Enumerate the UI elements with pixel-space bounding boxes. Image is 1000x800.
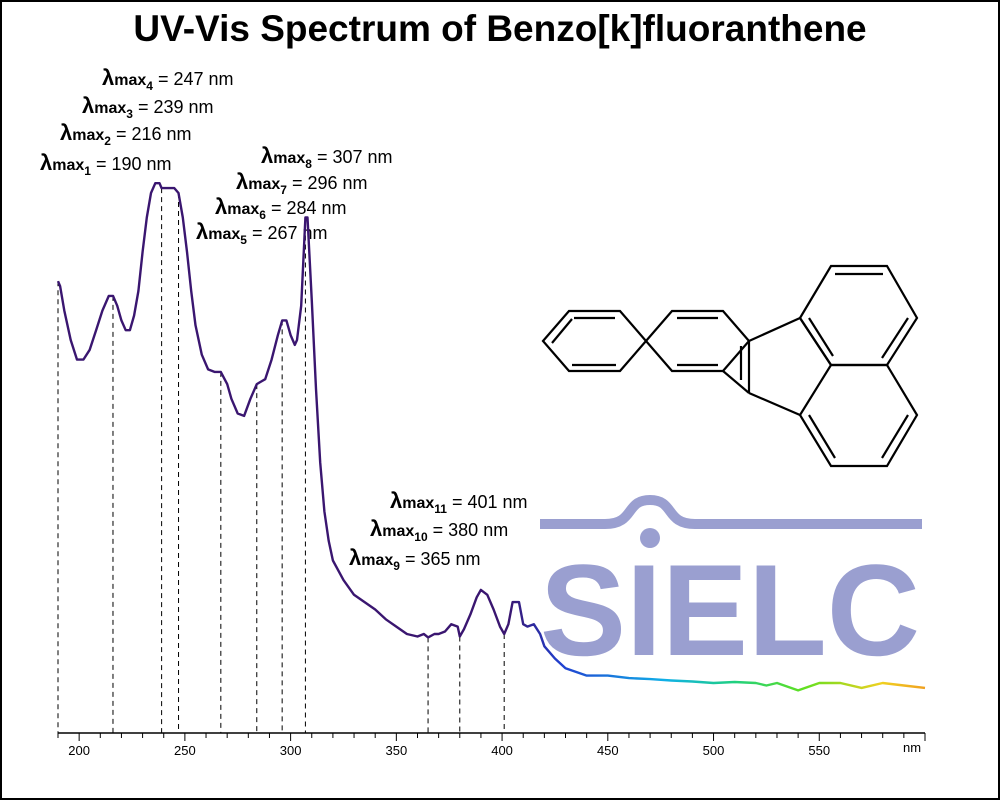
sielc-watermark-logo: SIELC (540, 494, 922, 683)
x-axis-unit-label: nm (903, 740, 921, 755)
peak-drop-lines (57, 188, 505, 733)
spectrum-line (56, 182, 926, 692)
x-tick-label: 450 (597, 743, 619, 758)
x-tick-label: 400 (491, 743, 513, 758)
peak-annotation-label: λmax2 = 216 nm (60, 120, 192, 148)
watermark-text: SIELC (540, 537, 920, 683)
peak-annotation-label: λmax9 = 365 nm (349, 545, 481, 573)
peak-annotation-label: λmax4 = 247 nm (102, 65, 234, 93)
peak-annotation-label: λmax11 = 401 nm (390, 488, 528, 516)
peak-annotation-label: λmax8 = 307 nm (261, 143, 393, 171)
peak-annotation-label: λmax3 = 239 nm (82, 93, 214, 121)
benzo-k-fluoranthene-structure-icon (541, 264, 919, 468)
x-tick-label: 200 (68, 743, 90, 758)
peak-annotation-label: λmax7 = 296 nm (236, 169, 368, 197)
peak-annotation-label: λmax6 = 284 nm (215, 194, 347, 222)
peak-annotation-label: λmax1 = 190 nm (40, 150, 172, 178)
x-tick-label: 300 (280, 743, 302, 758)
chart-title: UV-Vis Spectrum of Benzo[k]fluoranthene (133, 8, 867, 49)
x-axis-ticks: 200 250 300 350 400 450 500 550 (57, 733, 926, 758)
watermark-wave-icon (540, 494, 922, 529)
watermark-dot-icon (640, 528, 660, 548)
x-tick-label: 350 (385, 743, 407, 758)
x-tick-label: 500 (703, 743, 725, 758)
x-tick-label: 250 (174, 743, 196, 758)
x-tick-label: 550 (808, 743, 830, 758)
peak-annotation-label: λmax10 = 380 nm (370, 516, 508, 544)
